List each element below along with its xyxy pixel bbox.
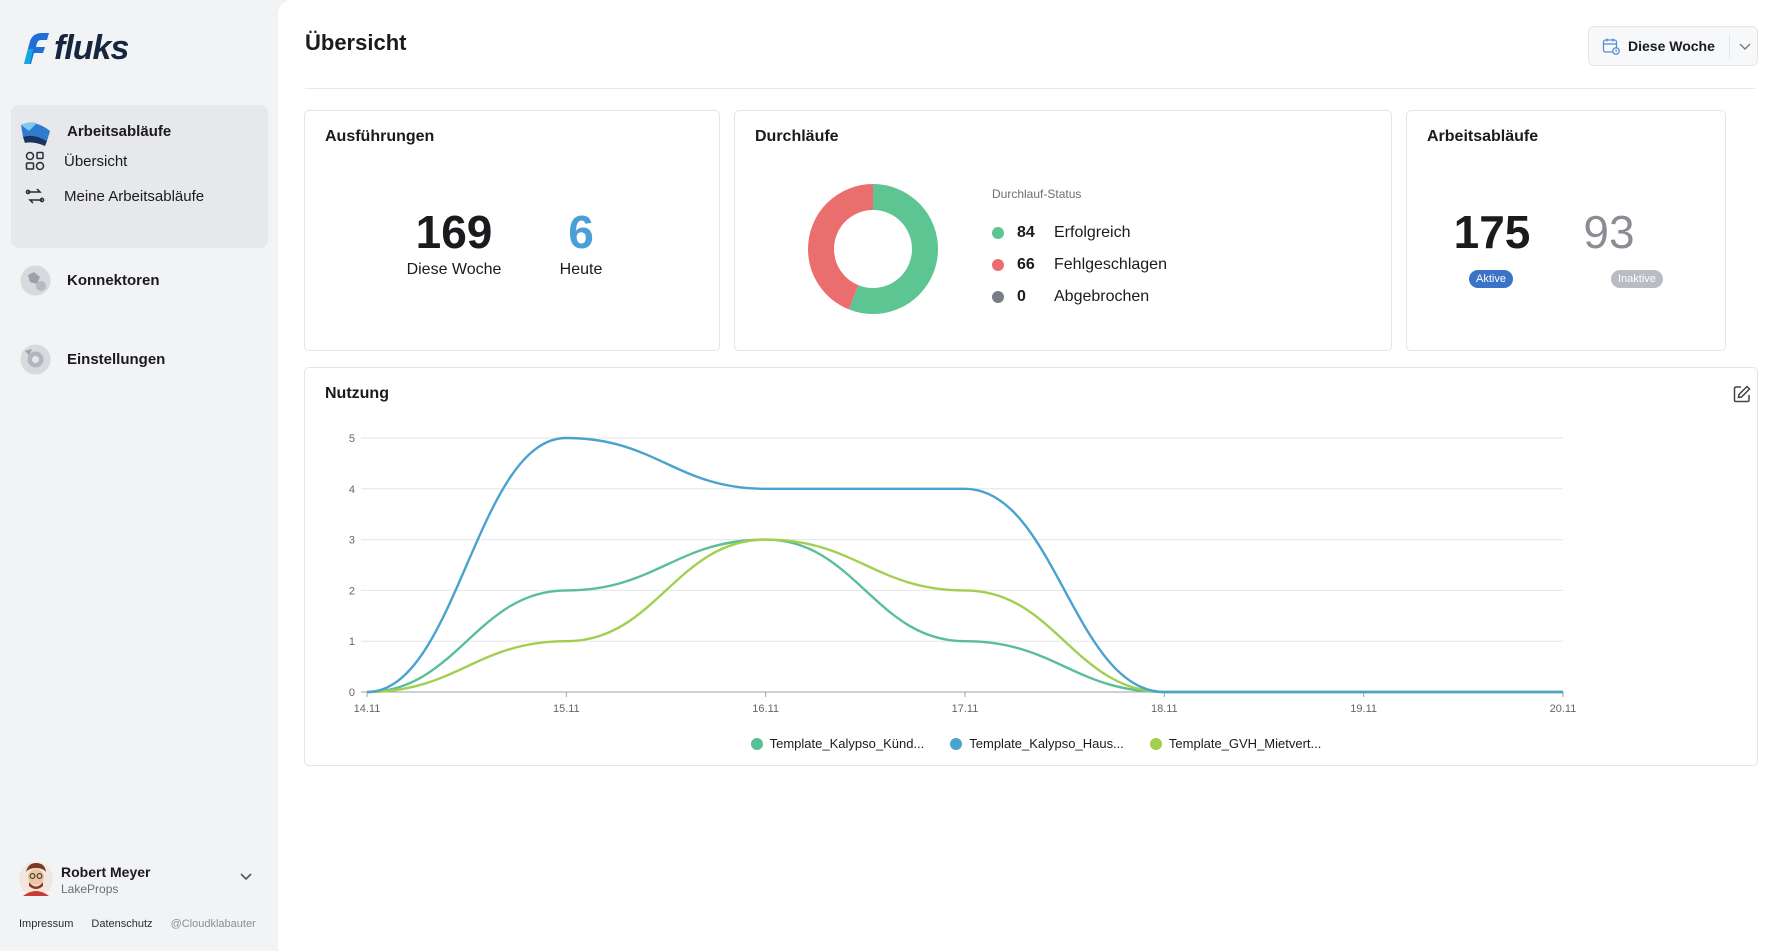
runs-donut-chart — [808, 184, 938, 314]
sidebar-item-settings[interactable]: Einstellungen — [19, 342, 165, 376]
legend-label: Template_GVH_Mietvert... — [1168, 736, 1322, 751]
sidebar-item-overview[interactable]: Übersicht — [25, 149, 127, 173]
logo[interactable]: fluks — [20, 28, 129, 68]
chart-legend-item[interactable]: Template_Kalypso_Haus... — [942, 736, 1124, 751]
x-tick-label: 20.11 — [1550, 703, 1577, 715]
sidebar-group-label: Arbeitsabläufe — [67, 122, 172, 140]
chart-legend: Template_Kalypso_Künd... Template_Kalypso… — [305, 736, 1759, 751]
legend-dot — [750, 737, 763, 750]
avatar — [19, 862, 53, 896]
privacy-link[interactable]: Datenschutz — [91, 918, 153, 930]
executions-today-value: 6 — [568, 206, 594, 258]
series-line-2 — [366, 538, 1563, 694]
y-tick-label: 0 — [349, 687, 355, 699]
sidebar-item-my-workflows[interactable]: Meine Arbeitsabläufe — [25, 184, 204, 208]
card-title: Nutzung — [325, 385, 389, 402]
nav-group-workflows: Arbeitsabläufe Übersicht Meine Arbeitsab… — [11, 105, 268, 248]
user-name: Robert Meyer — [61, 864, 151, 880]
edit-icon[interactable] — [1732, 384, 1752, 404]
date-range-label: Diese Woche — [1628, 38, 1715, 54]
x-tick-label: 18.11 — [1151, 703, 1178, 715]
series-line-1 — [366, 436, 1563, 694]
credit-text: @Cloudklabauter — [170, 918, 256, 930]
logo-text: fluks — [54, 28, 129, 67]
card-title: Arbeitsabläufe — [1427, 128, 1539, 145]
workflow-icon — [25, 188, 45, 204]
legend-item-cancelled: 0 Abgebrochen — [992, 286, 1149, 308]
chevron-down-icon — [1739, 43, 1751, 50]
sidebar-item-workflows[interactable]: Arbeitsabläufe — [19, 115, 171, 147]
y-tick-label: 3 — [349, 535, 355, 547]
sidebar-item-label: Konnektoren — [67, 271, 160, 289]
sidebar-item-label: Einstellungen — [67, 350, 166, 368]
legend-item-failed: 66 Fehlgeschlagen — [992, 254, 1167, 276]
legend-title: Durchlauf-Status — [992, 187, 1082, 201]
chart-legend-item[interactable]: Template_GVH_Mietvert... — [1142, 736, 1321, 751]
status-label: Fehlgeschlagen — [1054, 256, 1167, 273]
x-tick-label: 16.11 — [752, 703, 779, 715]
executions-week-value: 169 — [415, 206, 493, 258]
y-tick-label: 1 — [349, 636, 355, 648]
chevron-down-icon[interactable] — [239, 872, 253, 882]
executions-card: Ausführungen 169 Diese Woche 6 Heute — [304, 110, 720, 351]
footer-links: Impressum Datenschutz @Cloudklabauter — [19, 918, 256, 930]
status-dot — [992, 259, 1004, 271]
sidebar-item-label: Meine Arbeitsabläufe — [64, 187, 205, 205]
x-tick-label: 15.11 — [553, 703, 580, 715]
page-title: Übersicht — [305, 30, 407, 55]
fluks-logo-icon — [24, 33, 49, 64]
card-title: Ausführungen — [325, 128, 435, 145]
status-dot — [992, 227, 1004, 239]
status-count: 0 — [1017, 288, 1026, 305]
legend-item-success: 84 Erfolgreich — [992, 222, 1130, 244]
status-count: 84 — [1017, 224, 1035, 241]
y-tick-label: 4 — [349, 484, 355, 496]
connectors-icon — [20, 265, 51, 295]
divider — [1729, 35, 1730, 59]
sidebar-item-label: Übersicht — [64, 152, 128, 170]
status-label: Erfolgreich — [1054, 224, 1131, 241]
x-tick-label: 17.11 — [952, 703, 979, 715]
legend-label: Template_Kalypso_Haus... — [969, 736, 1124, 751]
usage-card: Nutzung 0 1 2 3 4 5 14.11 15.11 16.11 17.11 18.11 1… — [304, 367, 1758, 766]
workflows-inactive-value: 93 — [1583, 206, 1635, 258]
status-dot — [992, 291, 1004, 303]
status-count: 66 — [1017, 256, 1035, 273]
usage-line-chart: 0 1 2 3 4 5 14.11 15.11 16.11 17.11 18.11 19.11 20.1… — [349, 433, 1577, 715]
date-range-dropdown[interactable]: Diese Woche — [1588, 26, 1758, 66]
settings-icon — [20, 344, 51, 374]
chart-legend-item[interactable]: Template_Kalypso_Künd... — [743, 736, 925, 751]
workflows-active-value: 175 — [1453, 206, 1531, 258]
calendar-icon — [1602, 38, 1620, 55]
status-badge-active: Aktive — [1469, 270, 1513, 288]
donut-slice-1 — [808, 184, 938, 314]
workflows-card: Arbeitsabläufe 175 Aktive 93 Inaktive — [1406, 110, 1726, 351]
status-label: Abgebrochen — [1054, 288, 1150, 305]
legend-dot — [1149, 737, 1162, 750]
header-divider — [305, 88, 1755, 89]
user-menu[interactable]: Robert Meyer LakeProps — [19, 860, 259, 900]
main-content: Übersicht Diese Woche Ausführungen 169 D… — [278, 0, 1780, 951]
legend-label: Template_Kalypso_Künd... — [769, 736, 925, 751]
executions-week-label: Diese Woche — [406, 261, 502, 278]
sidebar: fluks Arbeitsabläufe Übersicht — [0, 0, 276, 951]
card-title: Durchläufe — [755, 128, 839, 145]
user-org: LakeProps — [61, 882, 119, 896]
status-badge-inactive: Inaktive — [1611, 270, 1663, 288]
series-line-0 — [366, 538, 1563, 694]
workflows-icon — [21, 121, 50, 146]
y-tick-label: 5 — [349, 433, 355, 445]
sidebar-item-connectors[interactable]: Konnektoren — [19, 263, 160, 297]
imprint-link[interactable]: Impressum — [19, 918, 74, 930]
overview-icon — [25, 151, 45, 171]
executions-today-label: Heute — [559, 261, 603, 278]
runs-card: Durchläufe Durchlauf-Status 84 Erfolgrei… — [734, 110, 1392, 351]
x-tick-label: 19.11 — [1350, 703, 1377, 715]
y-tick-label: 2 — [349, 585, 355, 597]
legend-dot — [950, 737, 963, 750]
x-tick-label: 14.11 — [354, 703, 381, 715]
